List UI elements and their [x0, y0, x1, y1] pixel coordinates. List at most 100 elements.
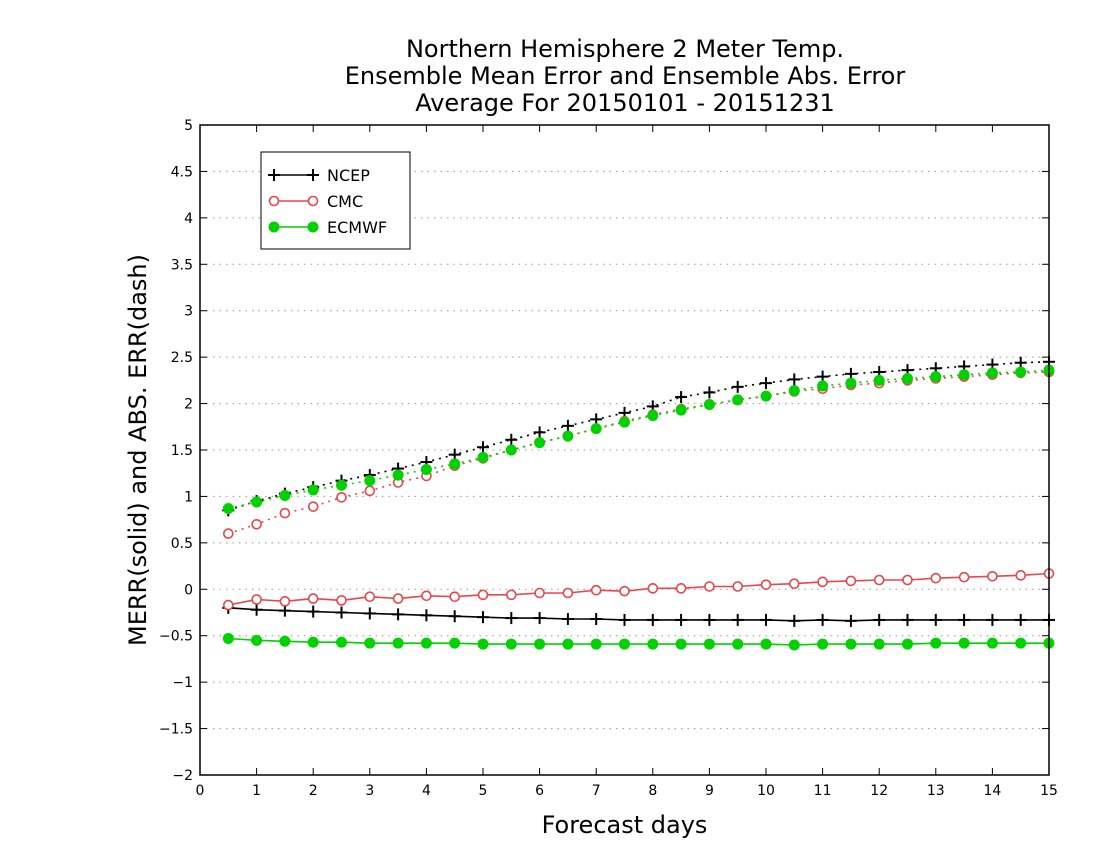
series-ncep-abs-err-point: [533, 426, 546, 439]
series-ecmwf-abs-err-point: [1015, 366, 1027, 378]
y-tick-label: 0: [184, 582, 193, 598]
series-cmc-merr-point: [845, 575, 857, 587]
y-tick-label: 4: [184, 211, 193, 227]
series-ecmwf-merr-point: [647, 638, 659, 650]
series-ecmwf-merr-point: [477, 638, 489, 650]
series-ecmwf-abs-err-point: [930, 371, 942, 383]
y-axis-title: MERR(solid) and ABS. ERR(dash): [124, 254, 152, 646]
chart-title-line-1: Northern Hemisphere 2 Meter Temp.: [405, 35, 845, 63]
series-ncep-merr-point: [477, 611, 489, 624]
series-cmc-merr-point: [336, 595, 347, 606]
series-ncep-merr-point: [731, 613, 744, 626]
series-ecmwf-merr-point: [505, 638, 517, 650]
series-ncep-abs-err-point: [675, 391, 688, 404]
series-cmc-abs-err-point: [307, 501, 319, 512]
series-ncep-merr-point: [590, 613, 603, 625]
legend-label-ecmwf: ECMWF: [327, 218, 387, 237]
series-ncep-merr-point: [505, 612, 518, 625]
series-ecmwf-abs-err-point: [590, 423, 602, 435]
series-ecmwf-abs-err-point: [392, 469, 404, 481]
series-ncep-merr-point: [844, 614, 857, 627]
series-cmc-merr-point: [930, 572, 942, 584]
series-ecmwf-abs-err-point: [336, 479, 347, 491]
x-tick-label: 8: [648, 783, 657, 799]
x-tick-label: 14: [983, 783, 1001, 799]
series-cmc-merr-point: [817, 576, 828, 588]
series-cmc-merr-point: [732, 581, 744, 592]
series-ecmwf-merr-point: [845, 638, 857, 650]
series-ecmwf-abs-err-point: [817, 380, 829, 392]
series-ecmwf-abs-err-point: [251, 496, 263, 508]
series-cmc-merr-point: [534, 587, 545, 599]
legend-label-cmc: CMC: [327, 192, 363, 211]
series-ecmwf-merr-point: [420, 637, 432, 649]
series-ecmwf-abs-err-point: [902, 373, 913, 384]
series-ecmwf-merr-point: [251, 634, 263, 646]
series-ncep-merr-point: [335, 606, 348, 619]
series-ncep-merr-point: [873, 613, 886, 626]
legend-marker: [307, 195, 319, 207]
series-ecmwf-abs-err-point: [703, 399, 715, 410]
series-ecmwf-merr-point: [534, 638, 546, 650]
series-ncep-merr-point: [788, 614, 801, 627]
series-cmc-merr-point: [987, 570, 998, 582]
x-tick-label: 9: [705, 783, 714, 799]
series-ecmwf-abs-err-point: [760, 390, 772, 402]
series-cmc-merr-point: [704, 581, 715, 592]
y-tick-label: −1.5: [159, 722, 193, 738]
series-cmc-merr-point: [477, 589, 489, 601]
series-ecmwf-abs-err-point: [958, 369, 970, 381]
series-cmc-merr-point: [449, 591, 461, 603]
series-ecmwf-abs-err-point: [647, 410, 659, 422]
x-tick-label: 12: [870, 783, 888, 799]
series-layer: [222, 355, 1055, 651]
series-cmc-merr-point: [223, 599, 234, 611]
series-ncep-merr-point: [760, 613, 772, 626]
series-ncep-merr-point: [420, 609, 433, 622]
x-tick-label: 3: [365, 783, 374, 799]
series-ecmwf-abs-err-point: [222, 503, 234, 514]
series-ecmwf-abs-err-point: [307, 484, 319, 496]
series-ecmwf-abs-err-point: [279, 490, 291, 501]
legend: NCEP CMC ECMWF: [260, 151, 411, 250]
series-cmc-merr-point: [1015, 570, 1027, 581]
series-cmc-merr-point: [505, 589, 517, 601]
y-tick-label: 1: [184, 489, 193, 505]
x-tick-label: 15: [1040, 783, 1058, 799]
y-tick-label: 0.5: [171, 536, 193, 552]
series-cmc-merr-point: [562, 587, 574, 599]
x-axis-title: Forecast days: [542, 811, 708, 839]
series-ecmwf-merr-point: [562, 638, 574, 650]
x-tick-label: 10: [757, 783, 775, 799]
series-ncep-merr-point: [929, 613, 942, 626]
series-cmc-merr-point: [364, 591, 376, 603]
series-ncep-merr-point: [816, 613, 829, 626]
x-tick-label: 2: [309, 783, 318, 799]
y-tick-label: 3.5: [171, 257, 193, 273]
series-cmc-abs-err-point: [279, 507, 291, 519]
series-ncep-abs-err-point: [760, 377, 772, 390]
axis-ticks: −2−1.5−1−0.500.511.522.533.544.550 1 2 3 4 5 6…: [159, 118, 1058, 799]
series-ecmwf-abs-err-point: [845, 377, 857, 389]
series-cmc-merr-point: [251, 594, 262, 605]
y-tick-label: 3: [184, 304, 193, 320]
series-ncep-merr-point: [986, 613, 999, 626]
x-tick-label: 1: [252, 783, 261, 799]
series-ecmwf-abs-err-point: [420, 464, 432, 475]
series-ncep-abs-err-point: [505, 433, 518, 446]
series-ecmwf-merr-point: [703, 638, 715, 650]
series-ecmwf-abs-err-point: [788, 385, 800, 397]
series-ecmwf-abs-err-point: [619, 416, 630, 428]
y-tick-label: 4.5: [171, 164, 193, 180]
series-ncep-merr-point: [675, 613, 688, 626]
x-tick-label: 4: [422, 783, 431, 799]
y-tick-label: 1.5: [171, 443, 193, 459]
series-cmc-abs-err-point: [336, 492, 347, 503]
series-ncep-abs-err-point: [731, 380, 744, 393]
series-cmc-merr-point: [279, 596, 291, 607]
series-ecmwf-merr-point: [279, 635, 291, 647]
series-ncep-merr-point: [646, 613, 659, 626]
series-ecmwf-merr-line: [228, 637, 1049, 646]
legend-label-ncep: NCEP: [327, 166, 370, 185]
